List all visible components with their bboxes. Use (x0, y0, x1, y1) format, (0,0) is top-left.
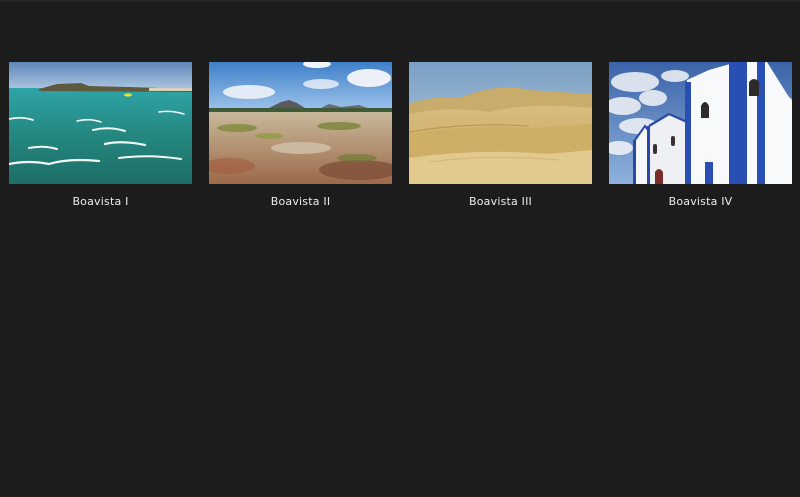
gallery-item-boavista-2[interactable]: Boavista II (209, 62, 392, 209)
gallery-item-boavista-4[interactable]: Boavista IV (609, 62, 792, 209)
gallery-item-boavista-1[interactable]: Boavista I (9, 62, 192, 209)
gallery-item-boavista-3[interactable]: Boavista III (409, 62, 592, 209)
thumbnail-caption[interactable]: Boavista II (270, 195, 331, 208)
thumbnail-caption[interactable]: Boavista I (72, 195, 129, 208)
thumbnail-image-desert-plain[interactable] (209, 62, 392, 184)
thumbnail-caption[interactable]: Boavista III (469, 195, 532, 208)
thumbnail-image-sea[interactable] (9, 62, 192, 184)
thumbnail-caption[interactable]: Boavista IV (668, 195, 733, 208)
thumbnail-image-church[interactable] (609, 62, 792, 184)
top-divider (0, 0, 800, 2)
thumbnail-image-sand-dunes[interactable] (409, 62, 592, 184)
